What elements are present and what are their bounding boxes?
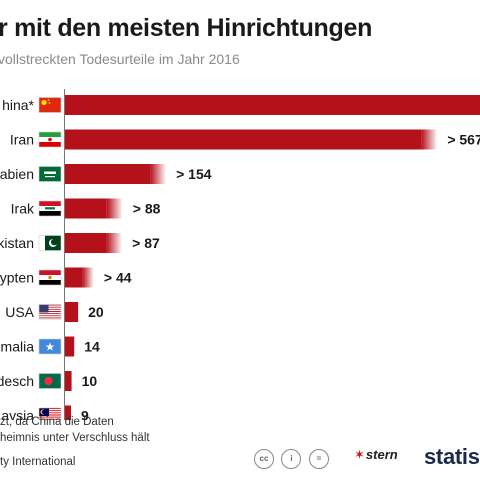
somalia-flag-icon	[38, 338, 62, 355]
stern-star-icon: ✶	[354, 447, 365, 462]
bar-fade-iran	[421, 129, 438, 150]
egypt-flag-icon	[38, 269, 62, 286]
category-label-iran: Iran	[10, 132, 34, 148]
pakistan-flag-icon	[38, 235, 62, 251]
bar-fade-abien	[150, 164, 167, 184]
bar-iran	[65, 129, 422, 150]
source-text: ty International	[0, 456, 76, 468]
value-label-iran: > 567	[447, 132, 480, 148]
category-label-ypten: ypten	[0, 270, 34, 286]
bar-kistan	[65, 233, 107, 253]
footnote-line-2: heimnis unter Verschluss hält	[0, 432, 150, 444]
malaysia-flag-icon	[38, 407, 62, 420]
chart-title: r mit den meisten Hinrichtungen	[0, 14, 373, 42]
by-icon[interactable]: i	[281, 449, 302, 469]
value-label-aysia: 9	[81, 408, 89, 421]
value-label-irak: > 88	[133, 201, 161, 217]
category-label-usa: USA	[5, 304, 34, 320]
bar-malia	[65, 336, 75, 357]
value-label-kistan: > 87	[132, 235, 160, 251]
bar-fade-irak	[106, 198, 123, 219]
category-label-aysia: aysia	[1, 408, 34, 421]
value-label-abien: > 154	[176, 166, 212, 182]
stern-logo[interactable]: ✶stern	[354, 447, 398, 463]
value-label-malia: 14	[84, 339, 100, 355]
category-label-abien: abien	[0, 166, 34, 182]
value-label-usa: 20	[88, 304, 104, 320]
bar-usa	[65, 302, 79, 322]
category-label-hina: hina*	[2, 97, 34, 113]
category-label-kistan: kistan	[0, 235, 34, 251]
statista-logo[interactable]: statist	[424, 444, 480, 469]
value-label-ypten: > 44	[104, 270, 132, 286]
bar-irak	[65, 198, 107, 219]
stern-logo-text: stern	[365, 447, 398, 462]
nd-icon[interactable]: =	[308, 449, 329, 469]
usa-flag-icon	[38, 304, 62, 320]
bar-chart: hina* Iran > 567 abien > 154 Irak > 88 kistan > …	[0, 89, 480, 421]
footnote: zt, da China die Daten heimnis unter Ver…	[0, 414, 200, 446]
footnote-line-1: zt, da China die Daten	[0, 416, 114, 428]
category-label-malia: malia	[1, 339, 35, 355]
bar-fade-kistan	[106, 233, 123, 253]
saudi-arabia-flag-icon	[38, 166, 62, 182]
bar-hina	[65, 95, 480, 115]
cc-icon[interactable]: cc	[254, 449, 274, 469]
chart-subtitle: vollstreckten Todesurteile im Jahr 2016	[0, 51, 240, 67]
bar-aysia	[65, 405, 71, 420]
category-label-irak: Irak	[11, 201, 35, 217]
bar-ypten	[65, 267, 83, 288]
iran-flag-icon	[38, 131, 62, 148]
value-label-desch: 10	[82, 373, 98, 389]
bar-fade-ypten	[82, 267, 94, 288]
category-label-desch: desch	[0, 373, 34, 389]
iraq-flag-icon	[38, 200, 62, 217]
license-icons: cc i =	[254, 448, 332, 469]
bar-abien	[65, 164, 151, 184]
bar-desch	[65, 371, 72, 391]
china-flag-icon	[38, 97, 62, 113]
bangladesh-flag-icon	[38, 373, 62, 389]
